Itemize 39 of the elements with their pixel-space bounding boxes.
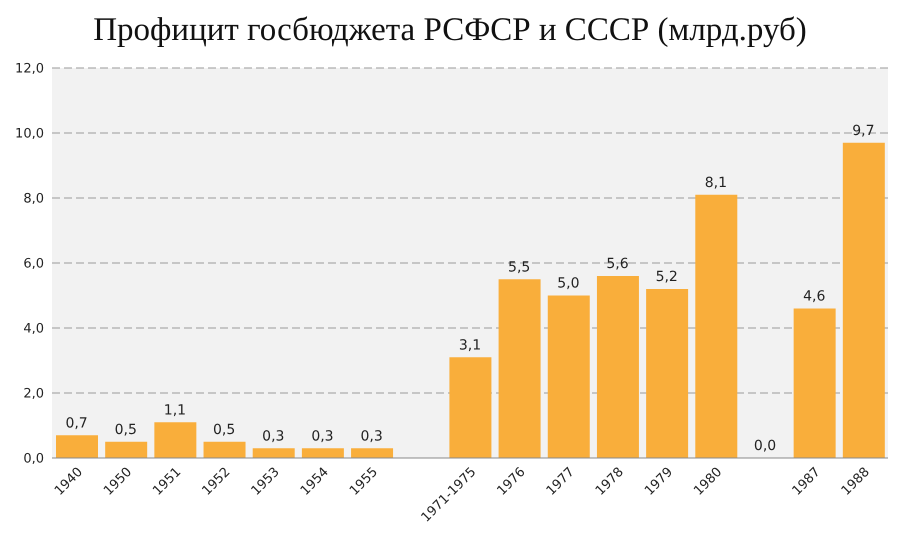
y-tick-label: 10,0 bbox=[15, 126, 44, 142]
bar bbox=[646, 289, 688, 458]
data-label: 5,5 bbox=[508, 259, 530, 276]
data-label: 9,7 bbox=[852, 122, 875, 139]
bar bbox=[596, 276, 639, 458]
bar bbox=[56, 435, 98, 458]
y-tick-label: 8,0 bbox=[23, 192, 44, 207]
bar bbox=[252, 448, 295, 458]
y-tick-label: 2,0 bbox=[23, 386, 44, 402]
data-label: 5,2 bbox=[656, 269, 678, 285]
bar bbox=[695, 194, 738, 458]
bar bbox=[351, 448, 394, 458]
bar bbox=[548, 296, 590, 458]
bar bbox=[105, 442, 148, 458]
y-tick-label: 0,0 bbox=[23, 452, 44, 467]
y-tick-label: 12,0 bbox=[15, 62, 44, 77]
data-label: 0,5 bbox=[114, 422, 137, 438]
data-label: 0,3 bbox=[262, 428, 284, 444]
data-label: 4,6 bbox=[803, 288, 826, 304]
y-tick-label: 6,0 bbox=[23, 256, 44, 272]
data-label: 0,5 bbox=[212, 422, 236, 438]
data-label: 8,1 bbox=[704, 174, 728, 191]
bar bbox=[498, 279, 541, 458]
data-label: 3,1 bbox=[458, 337, 482, 354]
data-label: 0,3 bbox=[360, 428, 383, 444]
data-label: 5,0 bbox=[557, 276, 580, 292]
data-label: 1,1 bbox=[164, 402, 186, 418]
data-label: 0,0 bbox=[754, 438, 776, 454]
data-label: 5,6 bbox=[606, 256, 629, 272]
bar bbox=[794, 308, 836, 458]
data-label: 0,7 bbox=[65, 415, 88, 432]
chart-title: Профицит госбюджета РСФСР и СССР (млрд.руб) bbox=[92, 11, 808, 50]
bar bbox=[154, 422, 196, 458]
bar bbox=[302, 448, 344, 458]
y-tick-label: 4,0 bbox=[23, 322, 44, 337]
bar bbox=[842, 142, 885, 458]
data-label: 0,3 bbox=[311, 428, 334, 444]
bar bbox=[204, 442, 246, 458]
bar bbox=[449, 357, 492, 458]
